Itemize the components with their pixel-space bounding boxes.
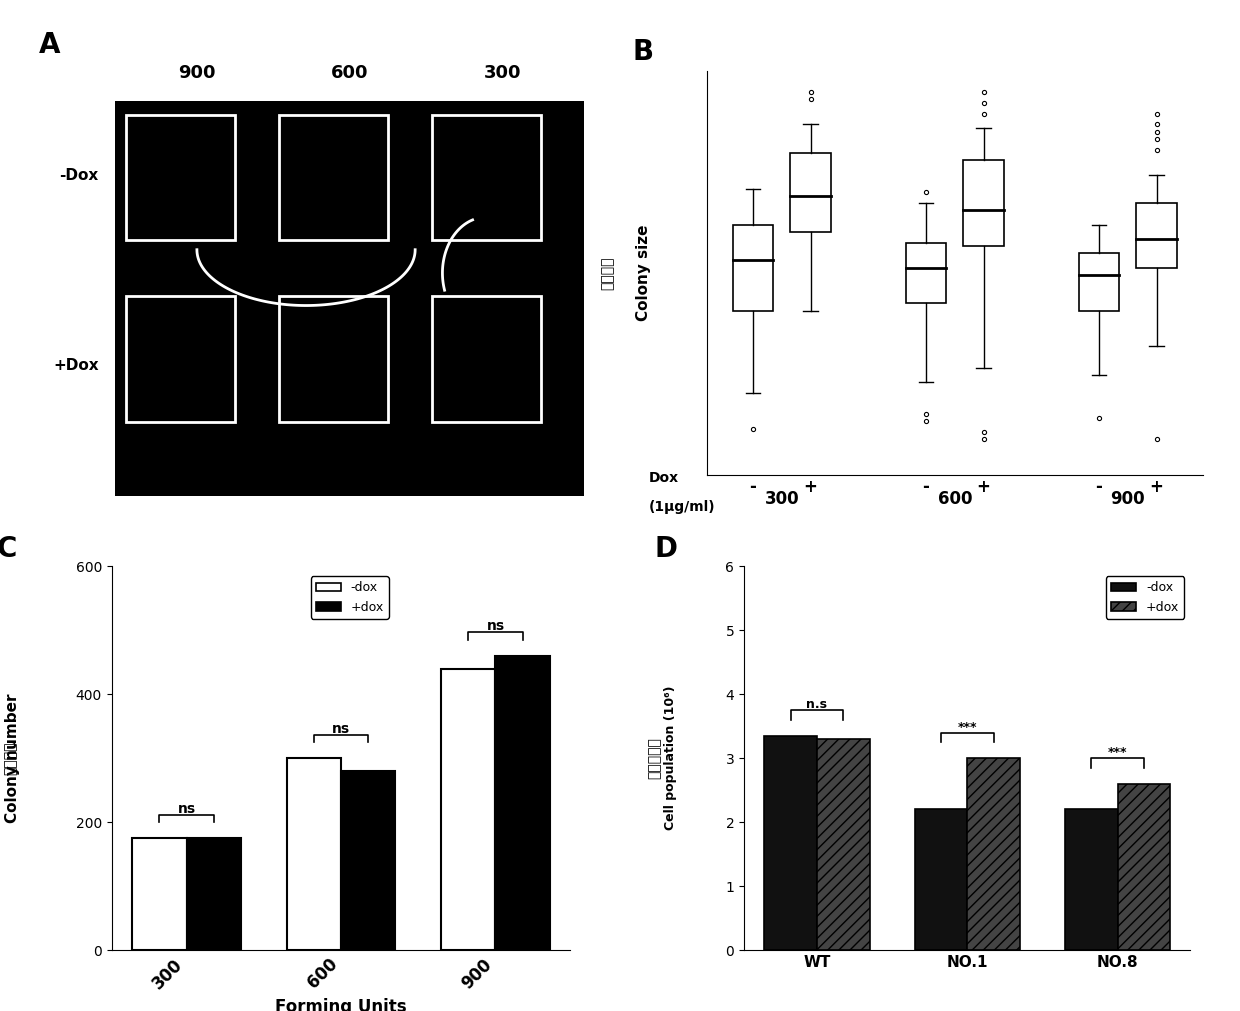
Text: ***: *** [957, 721, 977, 734]
Text: ***: *** [1107, 746, 1127, 759]
Bar [286, 758, 341, 950]
Text: 克隆数量: 克隆数量 [4, 741, 17, 775]
Text: +Dox: +Dox [53, 359, 99, 373]
Bar [790, 153, 831, 232]
Legend: -dox, +dox: -dox, +dox [310, 576, 389, 619]
Text: 300: 300 [484, 65, 521, 82]
Bar [186, 838, 241, 950]
Bar [915, 810, 967, 950]
Bar [126, 296, 236, 422]
Text: Dox: Dox [649, 471, 680, 485]
Text: 900: 900 [1111, 489, 1145, 508]
Text: 600: 600 [331, 65, 368, 82]
Bar [1137, 203, 1177, 268]
Y-axis label: Colony number: Colony number [5, 694, 20, 823]
Bar [126, 115, 236, 241]
Bar [115, 101, 584, 496]
Bar [967, 758, 1019, 950]
Text: A: A [38, 31, 61, 59]
Bar [133, 838, 186, 950]
Text: D: D [655, 536, 678, 563]
Bar [279, 296, 388, 422]
Text: 细胞增値数: 细胞增値数 [647, 737, 662, 779]
Bar [432, 115, 541, 241]
Bar [963, 160, 1004, 246]
Text: ns: ns [177, 802, 196, 816]
Bar [279, 115, 388, 241]
Text: 克隆尺寸: 克隆尺寸 [600, 256, 615, 290]
Text: 900: 900 [179, 65, 216, 82]
Bar [817, 739, 869, 950]
Bar [496, 656, 549, 950]
Text: 600: 600 [937, 489, 972, 508]
Bar [1079, 254, 1120, 310]
Text: C: C [0, 536, 17, 563]
Bar [1065, 810, 1117, 950]
Bar [341, 771, 396, 950]
X-axis label: Forming Units: Forming Units [275, 998, 407, 1011]
Text: ns: ns [486, 619, 505, 633]
Bar [441, 668, 496, 950]
Text: ns: ns [332, 722, 350, 736]
Text: -Dox: -Dox [60, 168, 99, 183]
Bar [1117, 784, 1171, 950]
Bar [733, 224, 773, 310]
Bar [764, 736, 817, 950]
Bar [905, 243, 946, 303]
Y-axis label: Cell population (10⁶): Cell population (10⁶) [663, 686, 677, 830]
Y-axis label: Colony size: Colony size [636, 224, 651, 321]
Legend: -dox, +dox: -dox, +dox [1106, 576, 1184, 619]
Text: 300: 300 [765, 489, 799, 508]
Text: B: B [632, 38, 653, 67]
Text: n.s: n.s [806, 699, 827, 712]
Bar [432, 296, 541, 422]
Text: (1μg/ml): (1μg/ml) [649, 500, 715, 514]
